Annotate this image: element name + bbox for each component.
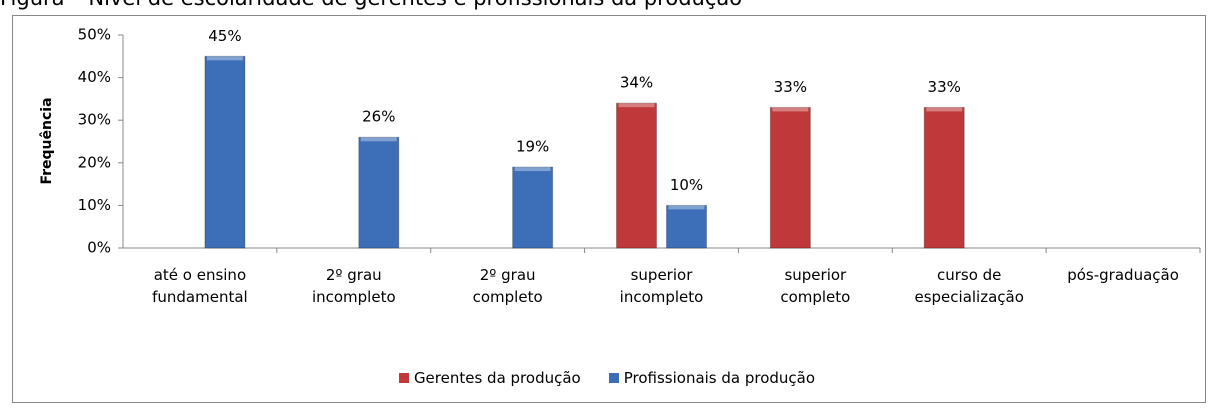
- bar-highlight: [926, 107, 963, 112]
- bar-highlight: [206, 56, 243, 61]
- bar: [616, 102, 657, 249]
- value-label: 34%: [620, 74, 653, 92]
- value-label: 45%: [208, 27, 241, 45]
- bar: [923, 106, 965, 249]
- y-tick-label: 40%: [78, 68, 111, 86]
- x-tick-label: superior completo: [780, 266, 851, 306]
- bar: [512, 166, 554, 249]
- caption: Figura – Nível de escolaridade de gerent…: [0, 0, 742, 10]
- bar-highlight: [772, 107, 809, 112]
- y-tick-label: 30%: [78, 111, 111, 129]
- y-tick-label: 0%: [87, 239, 111, 257]
- legend-label: Profissionais da produção: [623, 369, 816, 387]
- legend-item: Profissionais da produção: [608, 369, 816, 387]
- x-tick-label: 2º grau completo: [472, 266, 543, 306]
- bar-highlight: [618, 103, 655, 108]
- legend-label: Gerentes da produção: [413, 369, 581, 387]
- bar: [666, 204, 707, 249]
- y-tick-label: 10%: [78, 196, 111, 214]
- x-tick-label: curso de especialização: [914, 266, 1024, 306]
- bar-highlight: [668, 205, 705, 210]
- legend-item: Gerentes da produção: [398, 369, 581, 387]
- chart-frame: [12, 15, 1206, 403]
- value-label: 33%: [774, 78, 807, 96]
- bar: [358, 136, 400, 249]
- value-label: 33%: [928, 78, 961, 96]
- bar-highlight: [360, 137, 397, 142]
- y-axis-label: Frequência: [39, 97, 55, 184]
- x-tick-label: superior incompleto: [619, 266, 704, 306]
- y-tick-label: 50%: [78, 26, 111, 44]
- value-label: 26%: [362, 108, 395, 126]
- legend-swatch: [608, 373, 619, 383]
- y-tick-label: 20%: [78, 153, 111, 171]
- x-tick-label: 2º grau incompleto: [311, 266, 396, 306]
- value-label: 19%: [516, 138, 549, 156]
- legend: Gerentes da produção Profissionais da pro…: [0, 369, 1214, 387]
- bar-highlight: [514, 167, 551, 172]
- bar: [769, 106, 811, 249]
- x-tick-label: pós-graduação: [1067, 266, 1179, 284]
- x-tick-label: até o ensino fundamental: [152, 266, 248, 306]
- bar: [204, 55, 246, 249]
- value-label: 10%: [670, 176, 703, 194]
- legend-swatch: [398, 373, 409, 383]
